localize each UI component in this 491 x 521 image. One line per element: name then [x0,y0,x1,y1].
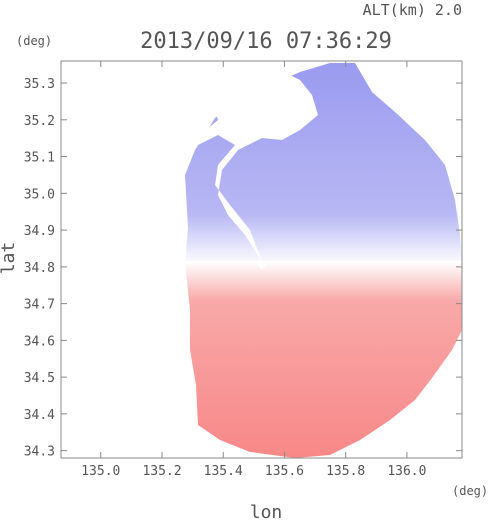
x-tick-label-0: 135.0 [81,464,120,479]
y-tick-label-0: 35.3 [24,77,55,92]
receding-velocity-region [185,262,462,458]
y-tick-label-1: 35.2 [24,114,55,129]
y-tick-label-7: 34.6 [24,334,55,349]
y-tick-label-5: 34.8 [24,261,55,276]
x-tick-label-1: 135.2 [142,464,181,479]
x-axis: 135.0 135.2 135.4 135.6 135.8 136.0 [81,61,426,479]
y-tick-label-6: 34.7 [24,298,55,313]
x-tick-label-4: 135.8 [326,464,365,479]
no-echo-region [188,62,318,262]
radar-origin-marker [256,262,268,270]
y-axis: 35.3 35.2 35.1 35.0 34.9 34.8 34.7 34.6 34.5 34.4… [24,77,462,460]
chart-title: 2013/09/16 07:36:29 [140,29,392,54]
x-axis-label: lon [250,502,283,521]
x-tick-label-3: 135.6 [265,464,304,479]
y-tick-label-10: 34.3 [24,445,55,460]
y-tick-label-9: 34.4 [24,408,55,423]
y-unit-label: (deg) [16,34,52,48]
y-tick-label-8: 34.5 [24,371,55,386]
y-axis-label: lat [0,242,19,275]
x-tick-label-5: 136.0 [387,464,426,479]
x-unit-label: (deg) [452,484,488,498]
radar-field [185,62,462,458]
y-tick-label-3: 35.0 [24,187,55,202]
altitude-label: ALT(km) 2.0 [363,1,462,19]
y-tick-label-2: 35.1 [24,151,55,166]
plot-frame [60,60,463,459]
y-tick-label-4: 34.9 [24,224,55,239]
x-tick-label-2: 135.4 [204,464,243,479]
